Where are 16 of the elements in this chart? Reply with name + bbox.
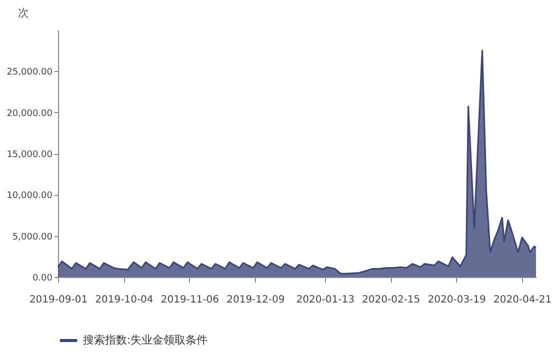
y-tick-label: 15,000.00 xyxy=(6,150,53,160)
y-tick-label: 10,000.00 xyxy=(6,191,53,202)
x-tick-label: 2020-02-15 xyxy=(362,294,420,306)
y-tick-label: 0.00 xyxy=(32,274,53,284)
x-tick-label: 2019-09-01 xyxy=(29,294,88,306)
x-tick-label: 2019-11-06 xyxy=(160,294,220,306)
y-axis-title: 次 xyxy=(18,6,29,20)
x-tick-label: 2020-03-19 xyxy=(428,294,486,306)
x-tick-label: 2020-04-21 xyxy=(493,294,552,306)
x-tick-label: 2019-12-09 xyxy=(226,294,285,306)
y-tick-label: 25,000.00 xyxy=(6,68,53,78)
y-tick-label: 5,000.00 xyxy=(12,232,53,242)
y-tick-label: 20,000.00 xyxy=(6,108,53,119)
x-tick-label: 2020-01-13 xyxy=(296,294,354,306)
x-tick-label: 2019-10-04 xyxy=(95,294,154,306)
legend-label: 搜索指数:失业金领取条件 xyxy=(83,334,208,346)
